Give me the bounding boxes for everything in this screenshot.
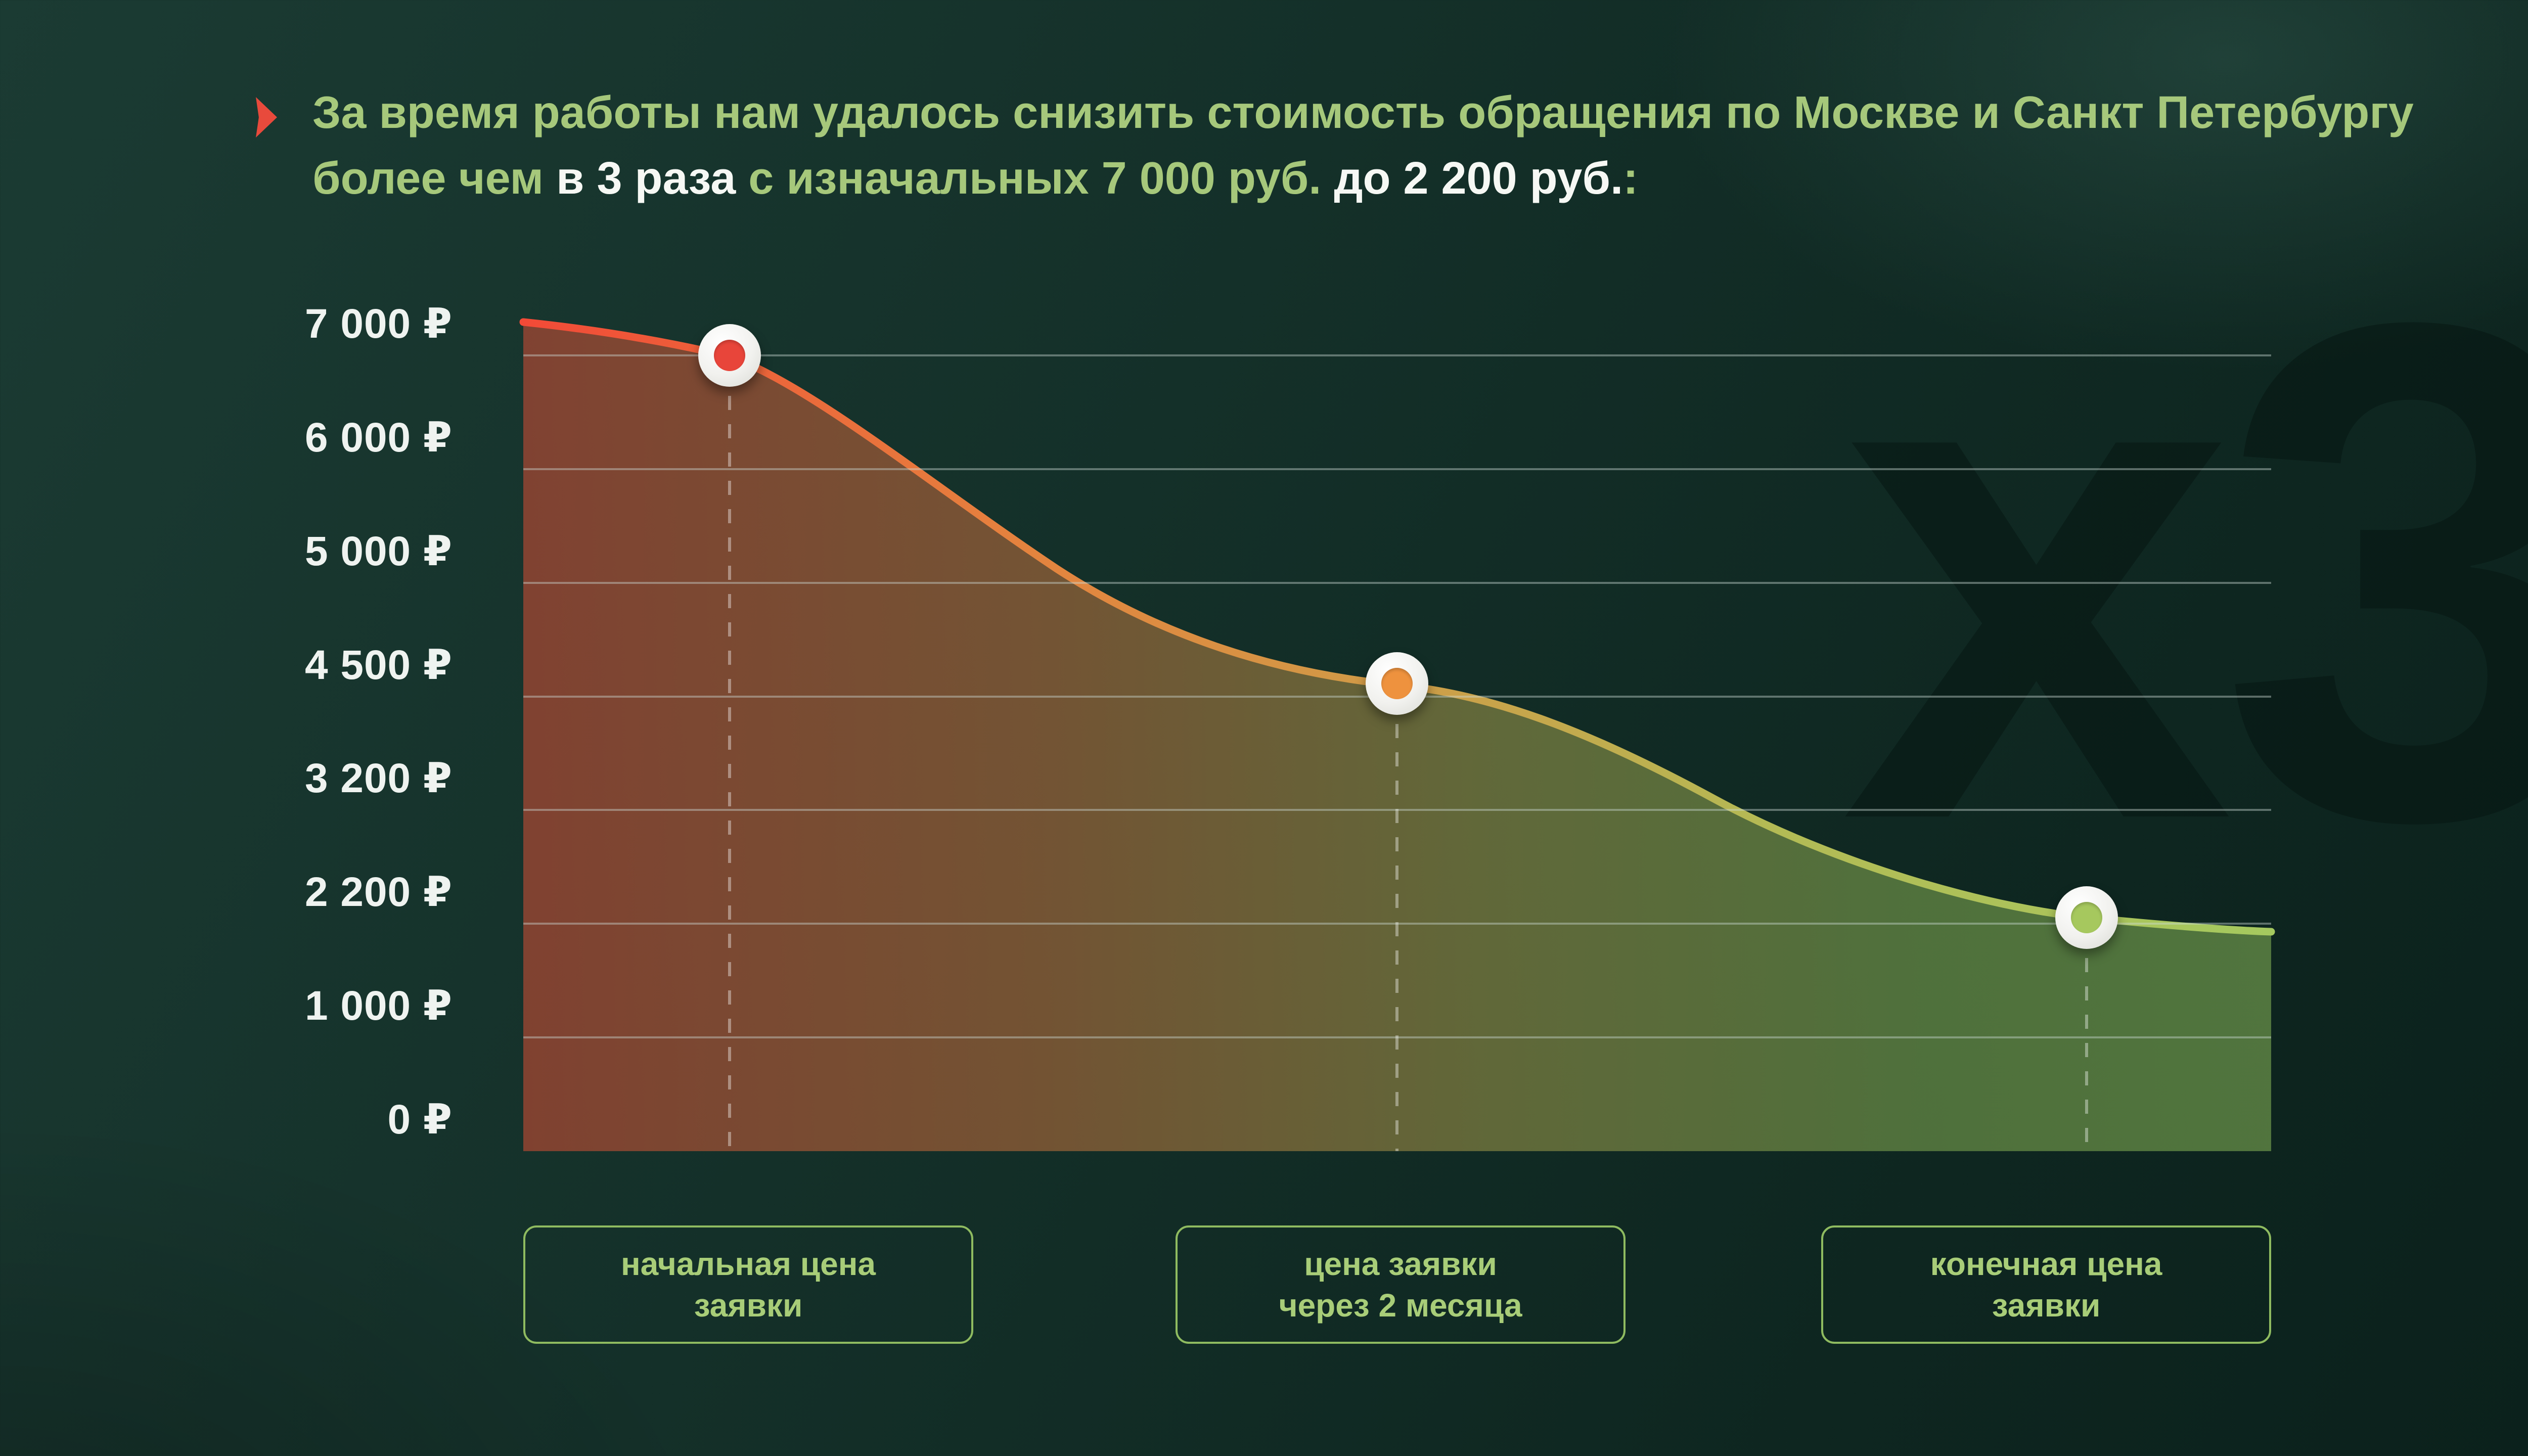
label-box-final-price: конечная цена заявки: [1821, 1225, 2271, 1344]
label-box-start-price: начальная цена заявки: [523, 1225, 973, 1344]
y-axis-label: 0 ₽: [387, 1097, 453, 1143]
x3-watermark: x3: [1840, 176, 2528, 967]
gridline-6000: [523, 468, 2271, 470]
marker-dropline: [2085, 958, 2088, 1151]
gridline-1000: [523, 1036, 2271, 1039]
data-point-marker: [698, 324, 761, 387]
y-axis-label: 2 200 ₽: [304, 869, 453, 916]
y-axis-label: 5 000 ₽: [304, 528, 453, 574]
y-axis-label: 7 000 ₽: [304, 301, 453, 347]
y-axis-label: 6 000 ₽: [304, 414, 453, 461]
gridline-5000: [523, 581, 2271, 584]
marker-dropline: [1395, 724, 1398, 1151]
y-axis-label: 3 200 ₽: [304, 755, 453, 802]
page-title: За время работы нам удалось снизить стои…: [312, 80, 2528, 211]
gridline-3200: [523, 809, 2271, 811]
headline-line2-pre: более чем: [312, 153, 557, 204]
gridline-2200: [523, 923, 2271, 925]
data-point-dot: [714, 340, 745, 371]
data-point-dot: [1381, 668, 1413, 699]
marker-dropline: [728, 396, 731, 1151]
gridline-7000: [523, 354, 2271, 356]
y-axis-label: 4 500 ₽: [304, 642, 453, 688]
label-box-2-months-price: цена заявки через 2 месяца: [1176, 1225, 1626, 1344]
headline-line2-mid: с изначальных 7 000 руб.: [736, 153, 1334, 204]
data-point-marker: [2055, 886, 2118, 949]
headline-final-price-emphasis: до 2 200 руб.: [1334, 153, 1623, 204]
y-axis-label: 1 000 ₽: [304, 983, 453, 1029]
area-fill: [523, 322, 2271, 1151]
headline-line1: За время работы нам удалось снизить стои…: [312, 87, 2414, 138]
data-point-dot: [2071, 902, 2102, 933]
headline-colon: :: [1623, 153, 1639, 204]
headline-x3-emphasis: в 3 раза: [556, 153, 736, 204]
data-point-marker: [1366, 652, 1428, 715]
